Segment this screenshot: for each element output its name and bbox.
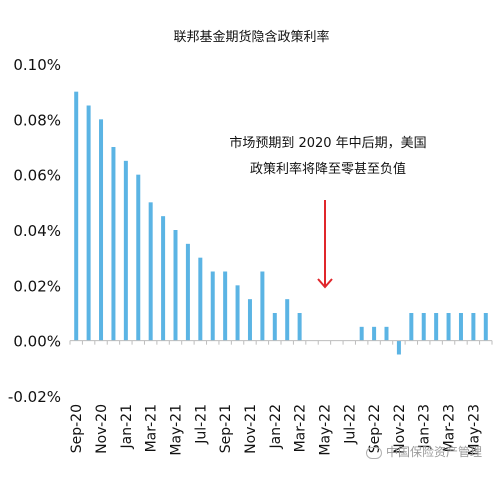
bar [161,216,166,341]
bar [396,340,401,355]
y-tick-label: 0.08% [13,111,61,129]
bars [74,91,488,355]
bar [384,326,389,341]
bar [471,313,476,341]
watermark: 中国保险资产管理 [366,443,482,460]
x-axis: Sep-20 Nov-20 Jan-21 Mar-21 May-21 Jul-21 Sep-… [69,404,482,456]
y-tick-label: 0.02% [13,277,61,295]
x-tick-label: Sep-22 [367,404,383,453]
bar [136,174,141,341]
bar [458,313,463,341]
bar [111,147,116,341]
watermark-text: 中国保险资产管理 [386,445,483,459]
x-tick-label: Nov-22 [392,404,408,454]
bar [74,91,79,341]
x-tick-label: May-21 [169,404,185,456]
x-tick-label: Jan-23 [417,404,433,449]
y-tick-label: 0.04% [13,222,61,240]
y-tick-label: 0.10% [13,56,61,74]
annotation-line-2: 政策利率将降至零甚至负值 [249,162,406,177]
zero-baseline [69,340,493,345]
y-axis: -0.02% 0.00% 0.02% 0.04% 0.06% 0.08% 0.10% [8,56,61,406]
x-tick-label: Nov-20 [94,404,110,454]
bar [359,326,364,341]
x-tick-label: Jan-22 [268,404,284,449]
bar [173,230,178,341]
bar [210,271,215,341]
x-tick-label: Mar-21 [144,404,160,452]
bar [446,313,451,341]
x-tick-label: Mar-23 [442,404,458,452]
y-tick-label: 0.00% [13,333,61,351]
bar [434,313,439,341]
x-tick-label: Sep-20 [69,404,85,453]
wechat-icon [366,446,382,459]
x-tick-label: May-22 [317,404,333,456]
bar [247,299,252,341]
x-tick-label: May-23 [466,404,482,456]
bar [185,243,190,341]
bar [198,257,203,341]
x-tick-label: Jul-21 [193,404,209,445]
bar [86,105,91,341]
x-tick-label: Nov-21 [243,404,259,454]
bar [285,299,290,341]
x-tick-label: Sep-21 [218,404,234,453]
bar [483,313,488,341]
x-tick-label: Jul-22 [342,404,358,445]
bar [223,271,228,341]
chart-title: 联邦基金期货隐含政策利率 [173,30,330,45]
bar [409,313,414,341]
bar [235,285,240,341]
bar [99,119,104,341]
x-tick-label: Jan-21 [119,404,135,449]
bar [260,271,265,341]
bar [272,313,277,341]
y-tick-label: 0.06% [13,167,61,185]
annotation-arrow [317,200,333,289]
bar [421,313,426,341]
annotation-line-1: 市场预期到 2020 年中后期，美国 [229,136,427,151]
bar [372,326,377,341]
x-tick-label: Mar-22 [293,404,309,452]
arrow-head [317,278,333,289]
y-tick-label: -0.02% [8,388,61,406]
annotation-text: 市场预期到 2020 年中后期，美国 政策利率将降至零甚至负值 [208,131,448,183]
bar [297,313,302,341]
bar [148,202,153,341]
bar [123,160,128,341]
